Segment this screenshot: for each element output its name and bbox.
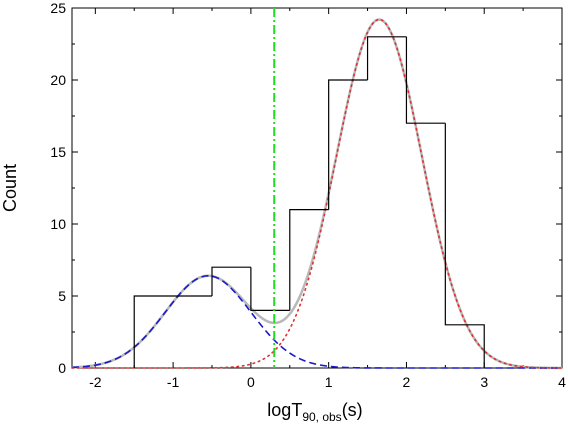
x-tick-label: 0 [247,374,255,390]
histogram-bin [366,36,407,80]
histogram-bin [405,36,446,124]
x-axis-label-subscript: 90, obs [302,410,341,424]
sum-fit-curve [71,18,562,370]
x-tick-label: 4 [558,374,566,390]
x-axis-label-base: logT [267,400,302,420]
short-component-curve [71,275,562,369]
histogram-bin [289,209,329,311]
fit-curves [71,18,563,370]
histogram-bin [133,295,212,368]
histogram-bin [328,79,368,210]
histogram-bin [444,123,485,368]
x-tick-label: 2 [403,374,411,390]
y-tick-label: 5 [58,288,66,304]
y-tick-label: 15 [50,144,66,160]
x-tick-label: -2 [89,374,102,390]
histogram-bin [211,266,251,296]
y-axis-label: Count [0,164,20,212]
y-tick-label: 0 [58,360,66,376]
histogram-bin [250,267,290,311]
axis-tick-labels: -2 -1 0 1 2 3 4 0 5 10 15 20 25 [50,0,566,390]
x-tick-label: 3 [480,374,488,390]
x-axis-label: logT90, obs(s) [267,400,362,424]
long-component-curve [71,18,563,369]
y-tick-label: 25 [50,0,66,16]
y-tick-label: 20 [50,72,66,88]
x-tick-label: -1 [167,374,180,390]
axis-ticks [72,7,563,369]
plot-frame [71,7,563,369]
y-tick-label: 10 [50,216,66,232]
x-axis-label-unit: (s) [342,400,363,420]
x-tick-label: 1 [325,374,333,390]
histogram-bars [133,36,485,368]
plot-area-border [71,7,563,369]
